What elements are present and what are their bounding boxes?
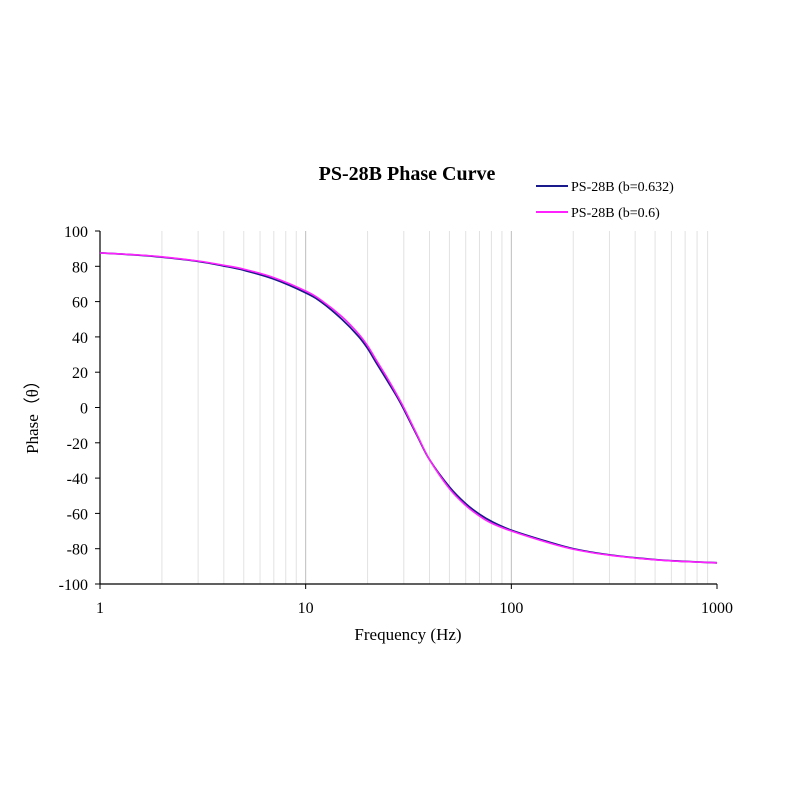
y-tick-label: 60 <box>72 295 88 312</box>
legend-label-series-2: PS-28B (b=0.6) <box>571 206 660 221</box>
x-axis-label: Frequency (Hz) <box>354 625 461 644</box>
legend-label-series-1: PS-28B (b=0.632) <box>571 180 674 195</box>
axes <box>95 230 718 589</box>
x-tick-label: 100 <box>499 600 523 617</box>
tick-labels: 100 80 60 40 20 0 -20 -40 -60 -80 -100 1 10 100 1000 <box>59 224 733 617</box>
grid <box>161 231 709 584</box>
y-tick-label: 20 <box>72 365 88 382</box>
plot-series <box>99 251 718 564</box>
y-axis-label: Phase（θ） <box>23 372 42 454</box>
x-tick-label: 1 <box>96 600 104 617</box>
series-line-1 <box>99 251 718 564</box>
y-tick-label: -80 <box>67 542 88 559</box>
y-tick-label: 80 <box>72 259 88 276</box>
y-tick-label: 0 <box>80 401 88 418</box>
y-tick-label: -60 <box>67 506 88 523</box>
chart-title: PS-28B Phase Curve <box>319 163 496 185</box>
x-tick-label: 1000 <box>701 600 733 617</box>
y-tick-label: 100 <box>64 224 88 241</box>
legend: PS-28B (b=0.632) PS-28B (b=0.6) <box>536 180 674 221</box>
y-tick-label: -40 <box>67 471 88 488</box>
series-line-2 <box>99 252 718 564</box>
y-tick-label: -20 <box>67 436 88 453</box>
x-tick-label: 10 <box>298 600 314 617</box>
y-tick-label: 40 <box>72 330 88 347</box>
y-tick-label: -100 <box>59 577 88 594</box>
